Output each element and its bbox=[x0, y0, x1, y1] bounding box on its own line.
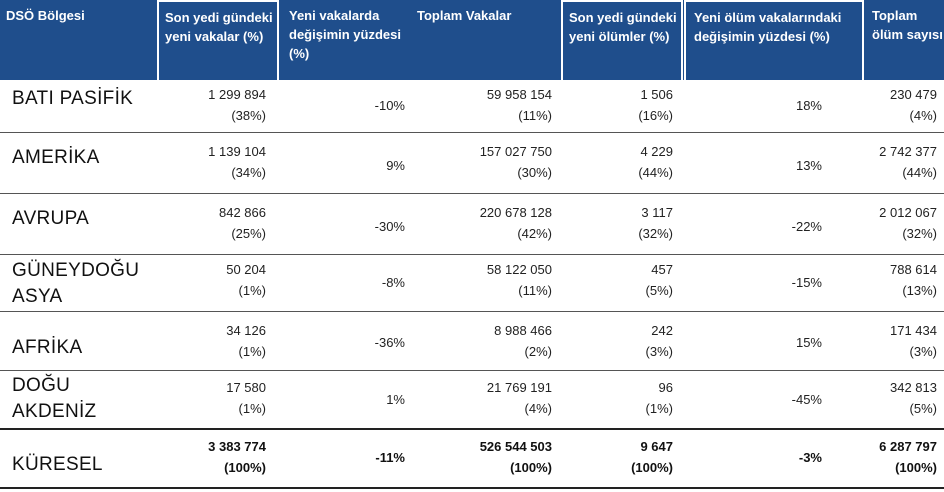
region-name: AFRİKA bbox=[12, 337, 83, 358]
total-deaths: 788 614 (13%) bbox=[890, 262, 937, 298]
total-cases: 59 958 154 (11%) bbox=[486, 87, 552, 123]
row-divider bbox=[0, 311, 944, 312]
table-row-total: KÜRESEL 3 383 774 (100%) -11% 526 544 503… bbox=[0, 430, 944, 486]
table-header: DSÖ Bölgesi Son yedi gündeki yeni vakala… bbox=[0, 0, 944, 80]
region-name: GÜNEYDOĞU ASYA bbox=[12, 260, 140, 307]
total-cases: 58 122 050 (11%) bbox=[486, 262, 552, 298]
header-change-cases: Yeni vakalarda değişimin yüzdesi (%) bbox=[289, 8, 401, 61]
header-region: DSÖ Bölgesi bbox=[6, 8, 85, 23]
region-name: AMERİKA bbox=[12, 147, 100, 168]
change-deaths: -22% bbox=[791, 219, 822, 234]
region-name: DOĞU AKDENİZ bbox=[12, 375, 97, 422]
change-cases: -30% bbox=[374, 219, 405, 234]
row-divider bbox=[0, 370, 944, 371]
change-cases: -11% bbox=[375, 450, 405, 465]
change-deaths: -45% bbox=[791, 392, 822, 407]
region-name: AVRUPA bbox=[12, 208, 90, 229]
new-cases: 3 383 774 (100%) bbox=[208, 439, 266, 475]
change-cases: -36% bbox=[374, 335, 405, 350]
total-cases: 8 988 466 (2%) bbox=[494, 323, 552, 359]
new-deaths: 1 506 (16%) bbox=[638, 87, 673, 123]
change-cases: 1% bbox=[386, 392, 405, 407]
row-divider bbox=[0, 132, 944, 133]
table-row: AMERİKA 1 139 104 (34%) 9% 157 027 750 (30… bbox=[0, 133, 944, 193]
new-deaths: 242 (3%) bbox=[645, 323, 673, 359]
change-deaths: 18% bbox=[795, 98, 822, 113]
header-total-cases: Toplam Vakalar bbox=[417, 8, 512, 23]
table-row: DOĞU AKDENİZ 17 580 (1%) 1% 21 769 191 (4%… bbox=[0, 371, 944, 427]
header-new-cases: Son yedi gündeki yeni vakalar (%) bbox=[157, 0, 279, 80]
row-divider bbox=[0, 254, 944, 255]
new-deaths: 9 647 (100%) bbox=[631, 439, 673, 475]
total-cases: 526 544 503 (100%) bbox=[479, 439, 552, 475]
new-deaths: 96 (1%) bbox=[645, 380, 673, 416]
total-deaths: 6 287 797 (100%) bbox=[879, 439, 937, 475]
total-deaths: 2 742 377 (44%) bbox=[879, 144, 937, 180]
region-name: KÜRESEL bbox=[12, 454, 103, 475]
total-cases: 157 027 750 (30%) bbox=[479, 144, 552, 180]
new-cases: 34 126 (1%) bbox=[226, 323, 266, 359]
change-deaths: -3% bbox=[798, 450, 822, 465]
row-divider bbox=[0, 428, 944, 430]
total-deaths: 342 813 (5%) bbox=[890, 380, 937, 416]
new-cases: 1 299 894 (38%) bbox=[208, 87, 266, 123]
change-cases: -8% bbox=[381, 275, 405, 290]
change-cases: 9% bbox=[386, 158, 405, 173]
row-divider bbox=[0, 193, 944, 194]
total-cases: 21 769 191 (4%) bbox=[486, 380, 552, 416]
new-cases: 1 139 104 (34%) bbox=[208, 144, 266, 180]
new-deaths: 3 117 (32%) bbox=[638, 205, 673, 241]
header-change-deaths: Yeni ölüm vakalarındaki değişimin yüzdes… bbox=[684, 0, 864, 80]
change-deaths: -15% bbox=[791, 275, 822, 290]
change-deaths: 13% bbox=[795, 158, 822, 173]
total-deaths: 2 012 067 (32%) bbox=[879, 205, 937, 241]
header-total-deaths: Toplam ölüm sayısı bbox=[872, 8, 943, 42]
change-deaths: 15% bbox=[795, 335, 822, 350]
table-row: AFRİKA 34 126 (1%) -36% 8 988 466 (2%) 242… bbox=[0, 312, 944, 370]
new-deaths: 457 (5%) bbox=[645, 262, 673, 298]
total-deaths: 230 479 (4%) bbox=[890, 87, 937, 123]
change-cases: -10% bbox=[374, 98, 405, 113]
header-new-deaths: Son yedi gündeki yeni ölümler (%) bbox=[561, 0, 683, 80]
total-cases: 220 678 128 (42%) bbox=[479, 205, 552, 241]
table-bottom-border bbox=[0, 487, 944, 489]
table-row: BATI PASİFİK 1 299 894 (38%) -10% 59 958 … bbox=[0, 80, 944, 132]
table-row: GÜNEYDOĞU ASYA 50 204 (1%) -8% 58 122 050… bbox=[0, 255, 944, 311]
new-cases: 50 204 (1%) bbox=[226, 262, 266, 298]
table-row: AVRUPA 842 866 (25%) -30% 220 678 128 (42%… bbox=[0, 194, 944, 254]
region-name: BATI PASİFİK bbox=[12, 88, 134, 109]
total-deaths: 171 434 (3%) bbox=[890, 323, 937, 359]
new-cases: 842 866 (25%) bbox=[219, 205, 266, 241]
new-deaths: 4 229 (44%) bbox=[638, 144, 673, 180]
new-cases: 17 580 (1%) bbox=[226, 380, 266, 416]
